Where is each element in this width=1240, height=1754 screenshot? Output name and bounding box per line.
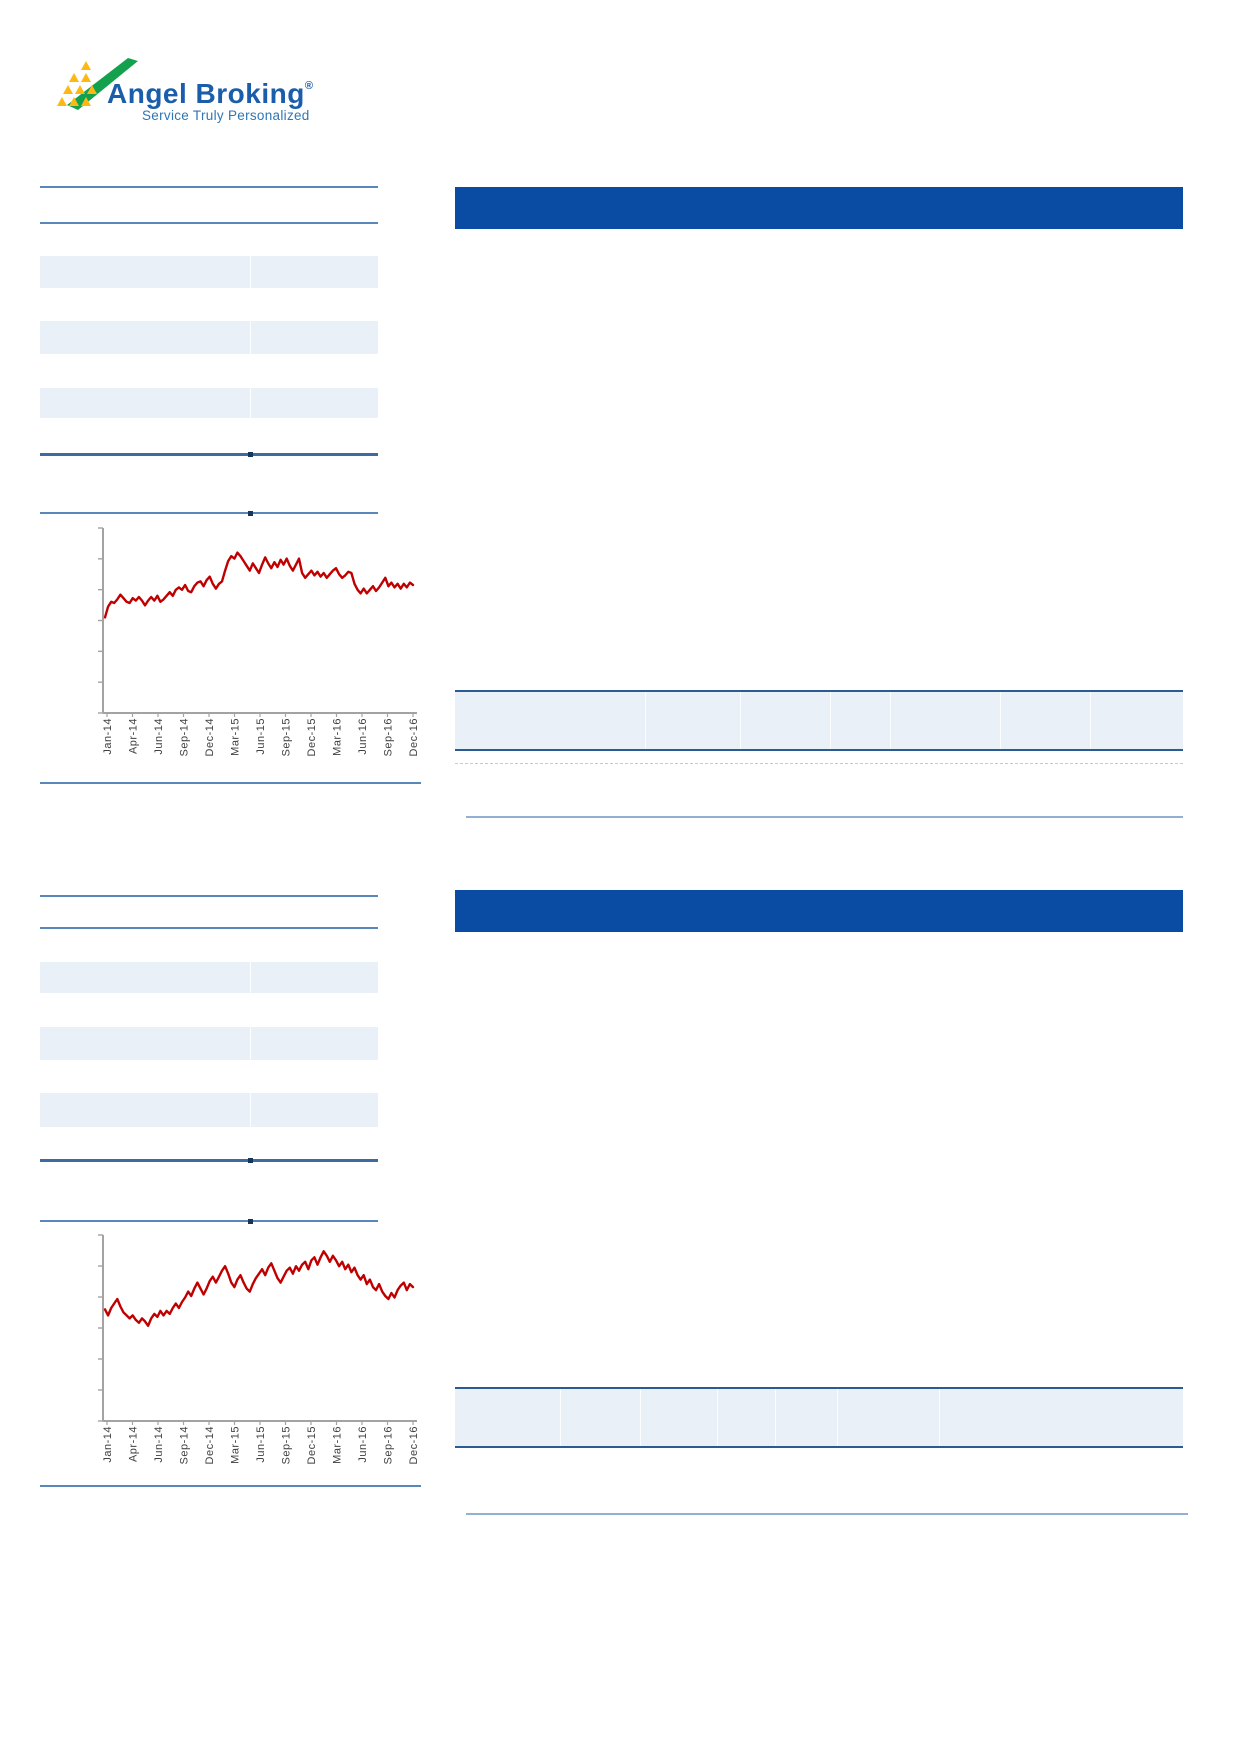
table-column-divider: [830, 692, 831, 749]
rule-notch: [248, 1158, 253, 1163]
svg-text:Jun-16: Jun-16: [357, 1426, 369, 1463]
table-row-band: [40, 962, 378, 993]
chart1-top-rule: [40, 512, 378, 514]
row-cell-divider: [250, 962, 251, 993]
table-column-divider: [645, 692, 646, 749]
svg-text:Dec-15: Dec-15: [306, 718, 318, 756]
table-row-band: [40, 321, 378, 354]
brand-logo-icon: [57, 58, 138, 110]
svg-text:Mar-15: Mar-15: [230, 718, 242, 756]
svg-text:Mar-16: Mar-16: [332, 1426, 344, 1464]
svg-text:Jun-15: Jun-15: [255, 718, 267, 755]
svg-text:Apr-14: Apr-14: [128, 1426, 140, 1462]
section2-bottom-rule: [40, 1485, 421, 1487]
svg-text:Sep-16: Sep-16: [383, 718, 395, 756]
svg-text:Dec-16: Dec-16: [408, 718, 420, 756]
svg-text:Mar-15: Mar-15: [230, 1426, 242, 1464]
report-title-bar-1: [455, 187, 1183, 229]
table-column-divider: [837, 1389, 838, 1446]
svg-text:Mar-16: Mar-16: [332, 718, 344, 756]
rule-notch: [248, 511, 253, 516]
rule-notch: [248, 452, 253, 457]
svg-text:Jun-15: Jun-15: [255, 1426, 267, 1463]
row-cell-divider: [250, 1093, 251, 1127]
key-financials-table-2: [455, 1387, 1183, 1448]
chart2-top-rule: [40, 1220, 378, 1222]
section2-top-rule: [40, 895, 378, 897]
table-column-divider: [890, 692, 891, 749]
section2-right-hairline: [466, 1513, 1188, 1515]
table-column-divider: [560, 1389, 561, 1446]
table-row-band: [40, 256, 378, 288]
section1-table-bottom-rule: [40, 453, 378, 456]
row-cell-divider: [250, 256, 251, 288]
section1-subtitle-rule: [40, 222, 378, 224]
svg-text:Apr-14: Apr-14: [128, 718, 140, 754]
section1-right-hairline: [466, 816, 1183, 818]
report-title-bar-2: [455, 890, 1183, 932]
svg-text:Dec-14: Dec-14: [204, 718, 216, 756]
section1-top-rule: [40, 186, 378, 188]
brand-logo: Angel Broking® Service Truly Personalize…: [0, 0, 400, 140]
table-column-divider: [1000, 692, 1001, 749]
price-chart-2: Jan-14 Apr-14 Jun-14 Sep-14 Dec-14 Mar-15 Jun-…: [98, 1234, 420, 1464]
svg-text:Jan-14: Jan-14: [102, 1426, 114, 1463]
svg-text:Sep-15: Sep-15: [281, 1426, 293, 1464]
table-column-divider: [640, 1389, 641, 1446]
svg-text:Dec-14: Dec-14: [204, 1426, 216, 1464]
section1-bottom-rule: [40, 782, 421, 784]
svg-text:Sep-15: Sep-15: [281, 718, 293, 756]
svg-text:Jun-14: Jun-14: [153, 718, 165, 755]
table-column-divider: [775, 1389, 776, 1446]
logo-yellow-pyramid: [57, 61, 97, 106]
registered-mark: ®: [304, 80, 314, 92]
table-row-band: [40, 388, 378, 418]
table-row-band: [40, 1027, 378, 1060]
row-cell-divider: [250, 388, 251, 418]
svg-text:Sep-16: Sep-16: [383, 1426, 395, 1464]
logo-green-stroke: [67, 58, 138, 110]
section2-table-bottom-rule: [40, 1159, 378, 1162]
svg-text:Jun-16: Jun-16: [357, 718, 369, 755]
svg-text:Jun-14: Jun-14: [153, 1426, 165, 1463]
table-row-band: [40, 1093, 378, 1127]
brand-tagline: Service Truly Personalized: [142, 108, 310, 123]
svg-text:Dec-15: Dec-15: [306, 1426, 318, 1464]
svg-text:Dec-16: Dec-16: [408, 1426, 420, 1464]
section2-subtitle-rule: [40, 927, 378, 929]
svg-text:Jan-14: Jan-14: [102, 718, 114, 755]
key-financials-table-1: [455, 690, 1183, 751]
svg-text:Sep-14: Sep-14: [179, 1426, 191, 1464]
row-cell-divider: [250, 321, 251, 354]
table-column-divider: [740, 692, 741, 749]
rule-notch: [248, 1219, 253, 1224]
brand-name: Angel Broking®: [107, 78, 314, 109]
table-column-divider: [717, 1389, 718, 1446]
row-cell-divider: [250, 1027, 251, 1060]
price-chart-1: Jan-14 Apr-14 Jun-14 Sep-14 Dec-14 Mar-15 Jun-…: [98, 527, 420, 756]
table1-underline-dashed: [455, 763, 1183, 764]
table-column-divider: [1090, 692, 1091, 749]
svg-text:Sep-14: Sep-14: [179, 718, 191, 756]
table-column-divider: [939, 1389, 940, 1446]
